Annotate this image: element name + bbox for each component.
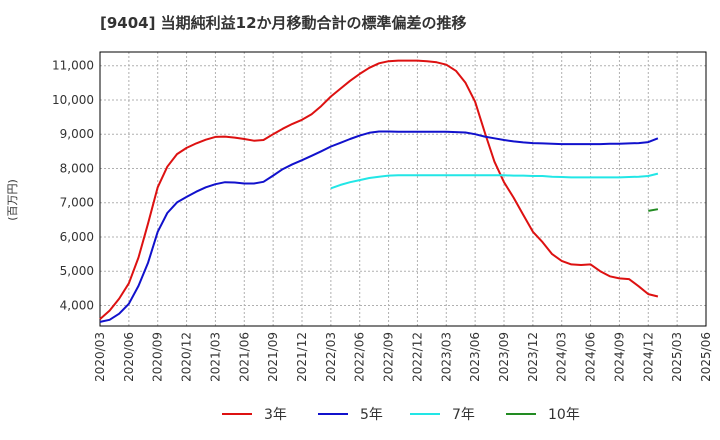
- x-tick-label: 2021/03: [208, 332, 222, 382]
- y-tick-label: 6,000: [60, 230, 94, 244]
- series-line-5年: [99, 130, 659, 323]
- legend: 3年 5年 7年 10年: [222, 407, 580, 423]
- y-tick-label: 7,000: [60, 196, 94, 210]
- x-tick-label: 2022/09: [382, 332, 396, 382]
- legend-label: 10年: [548, 407, 580, 423]
- series-layer: [99, 59, 659, 323]
- x-axis: 2020/03 2020/06 2020/09 2020/12 2021/03 2021/…: [93, 332, 713, 382]
- y-tick-label: 5,000: [60, 264, 94, 278]
- y-axis-label: (百万円): [6, 179, 19, 221]
- x-tick-label: 2022/06: [353, 332, 367, 382]
- x-tick-label: 2022/12: [410, 332, 424, 382]
- y-tick-label: 8,000: [60, 161, 94, 175]
- x-tick-label: 2020/03: [93, 332, 107, 382]
- x-tick-label: 2023/03: [439, 332, 453, 382]
- x-tick-label: 2021/09: [266, 332, 280, 382]
- grid-layer: [99, 52, 707, 326]
- x-tick-label: 2025/06: [699, 332, 713, 382]
- legend-label: 5年: [360, 407, 383, 423]
- legend-label: 7年: [452, 407, 475, 423]
- x-tick-label: 2023/06: [468, 332, 482, 382]
- x-tick-label: 2020/06: [122, 332, 136, 382]
- x-tick-label: 2024/06: [584, 332, 598, 382]
- x-tick-label: 2023/12: [526, 332, 540, 382]
- y-tick-label: 11,000: [52, 59, 94, 73]
- y-tick-label: 9,000: [60, 127, 94, 141]
- plot-area: [99, 51, 707, 327]
- x-tick-label: 2021/06: [237, 332, 251, 382]
- x-tick-label: 2024/03: [555, 332, 569, 382]
- x-tick-label: 2024/12: [641, 332, 655, 382]
- x-tick-label: 2020/09: [151, 332, 165, 382]
- x-tick-label: 2021/12: [295, 332, 309, 382]
- x-tick-label: 2024/09: [612, 332, 626, 382]
- series-line-10年: [648, 208, 659, 212]
- y-axis: 4,000 5,000 6,000 7,000 8,000 9,000 10,000 11,0…: [52, 59, 94, 313]
- x-tick-label: 2023/09: [497, 332, 511, 382]
- x-tick-label: 2025/03: [670, 332, 684, 382]
- x-tick-label: 2020/12: [180, 332, 194, 382]
- chart-title: [9404] 当期純利益12か月移動合計の標準偏差の推移: [100, 14, 467, 32]
- legend-label: 3年: [264, 407, 287, 423]
- y-tick-label: 4,000: [60, 298, 94, 312]
- series-line-7年: [330, 172, 659, 190]
- series-line-3年: [99, 59, 659, 320]
- x-tick-label: 2022/03: [324, 332, 338, 382]
- y-tick-label: 10,000: [52, 93, 94, 107]
